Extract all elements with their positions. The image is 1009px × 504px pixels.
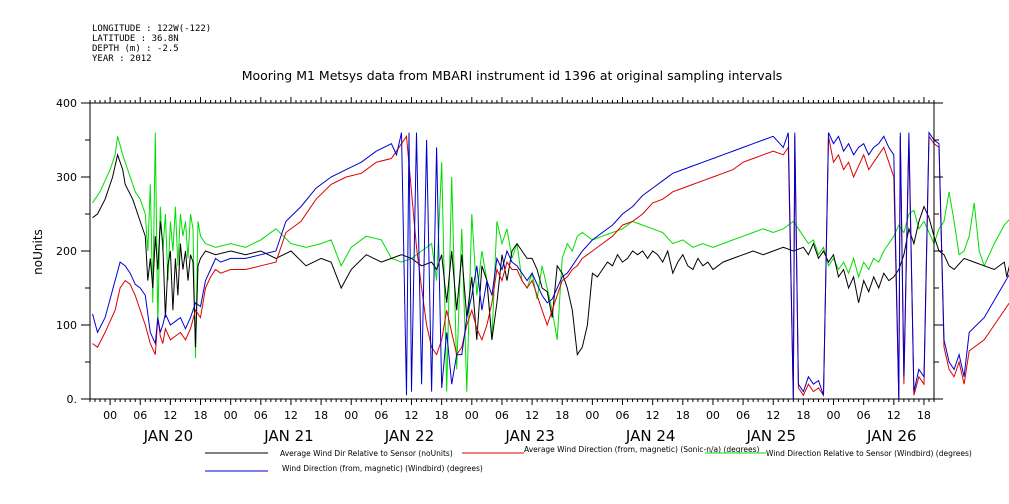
series-line-1 — [92, 152, 1009, 357]
x-hour-tick-label: 12 — [284, 409, 298, 422]
legend: Average Wind Dir Relative to Sensor (noU… — [205, 445, 972, 473]
x-hour-tick-label: 06 — [495, 409, 509, 422]
series-line-2 — [92, 134, 1009, 400]
x-day-label: JAN 20 — [143, 427, 194, 445]
x-hour-tick-label: 12 — [405, 409, 419, 422]
x-hour-tick-label: 06 — [616, 409, 630, 422]
x-hour-tick-label: 00 — [103, 409, 117, 422]
x-hour-tick-label: 00 — [706, 409, 720, 422]
y-tick-label: 100 — [56, 319, 77, 332]
x-hour-tick-label: 18 — [435, 409, 449, 422]
x-hour-tick-label: 18 — [555, 409, 569, 422]
axes-layer — [81, 97, 943, 405]
y-axis-label: noUnits — [31, 229, 45, 275]
x-hour-tick-label: 12 — [766, 409, 780, 422]
series-line-4 — [92, 131, 1009, 400]
x-day-label: JAN 22 — [384, 427, 435, 445]
legend-label-1: Average Wind Dir Relative to Sensor (noU… — [280, 449, 453, 458]
x-hour-tick-label: 06 — [857, 409, 871, 422]
x-hour-tick-label: 12 — [887, 409, 901, 422]
x-hour-tick-label: 06 — [374, 409, 388, 422]
x-hour-tick-label: 00 — [827, 409, 841, 422]
x-hour-tick-label: 06 — [133, 409, 147, 422]
x-hour-tick-label: 00 — [344, 409, 358, 422]
x-day-label: JAN 21 — [263, 427, 314, 445]
legend-label-2: Average Wind Direction (from, magnetic) … — [524, 445, 760, 454]
x-hour-tick-label: 18 — [796, 409, 810, 422]
x-hour-tick-label: 18 — [194, 409, 208, 422]
x-day-label: JAN 24 — [625, 427, 676, 445]
legend-label-4: Wind Direction (from, magnetic) (Windbir… — [282, 464, 483, 473]
x-hour-tick-label: 00 — [224, 409, 238, 422]
x-hour-tick-label: 12 — [646, 409, 660, 422]
x-hour-tick-label: 18 — [314, 409, 328, 422]
depth-text: DEPTH (m) : -2.5 — [92, 44, 179, 54]
latitude-text: LATITUDE : 36.8N — [92, 34, 179, 44]
y-tick-label: 400 — [56, 97, 77, 110]
year-text: YEAR : 2012 — [92, 54, 152, 64]
legend-label-3: Wind Direction Relative to Sensor (Windb… — [766, 449, 972, 458]
longitude-text: LONGITUDE : 122W(-122) — [92, 24, 211, 34]
chart-title: Mooring M1 Metsys data from MBARI instru… — [242, 68, 783, 83]
x-day-label: JAN 23 — [504, 427, 555, 445]
x-hour-tick-label: 06 — [736, 409, 750, 422]
x-hour-tick-label: 18 — [917, 409, 931, 422]
x-hour-tick-label: 00 — [585, 409, 599, 422]
x-day-label: JAN 25 — [745, 427, 796, 445]
series-line-3 — [92, 132, 1009, 392]
y-tick-label: 300 — [56, 171, 77, 184]
y-tick-label: 200 — [56, 245, 77, 258]
series-layer — [92, 131, 1009, 400]
x-hour-tick-label: 12 — [163, 409, 177, 422]
mooring-metadata: LONGITUDE : 122W(-122) LATITUDE : 36.8N … — [92, 24, 211, 64]
x-day-label: JAN 26 — [866, 427, 917, 445]
x-hour-tick-label: 12 — [525, 409, 539, 422]
x-hour-tick-label: 06 — [254, 409, 268, 422]
x-hour-tick-label: 00 — [465, 409, 479, 422]
y-tick-label: 0. — [67, 393, 78, 406]
tick-labels: 0. 100 200 300 400 00 06 12 18 00 06 12 18 00 06 12 18 00… — [56, 97, 931, 445]
x-hour-tick-label: 18 — [676, 409, 690, 422]
